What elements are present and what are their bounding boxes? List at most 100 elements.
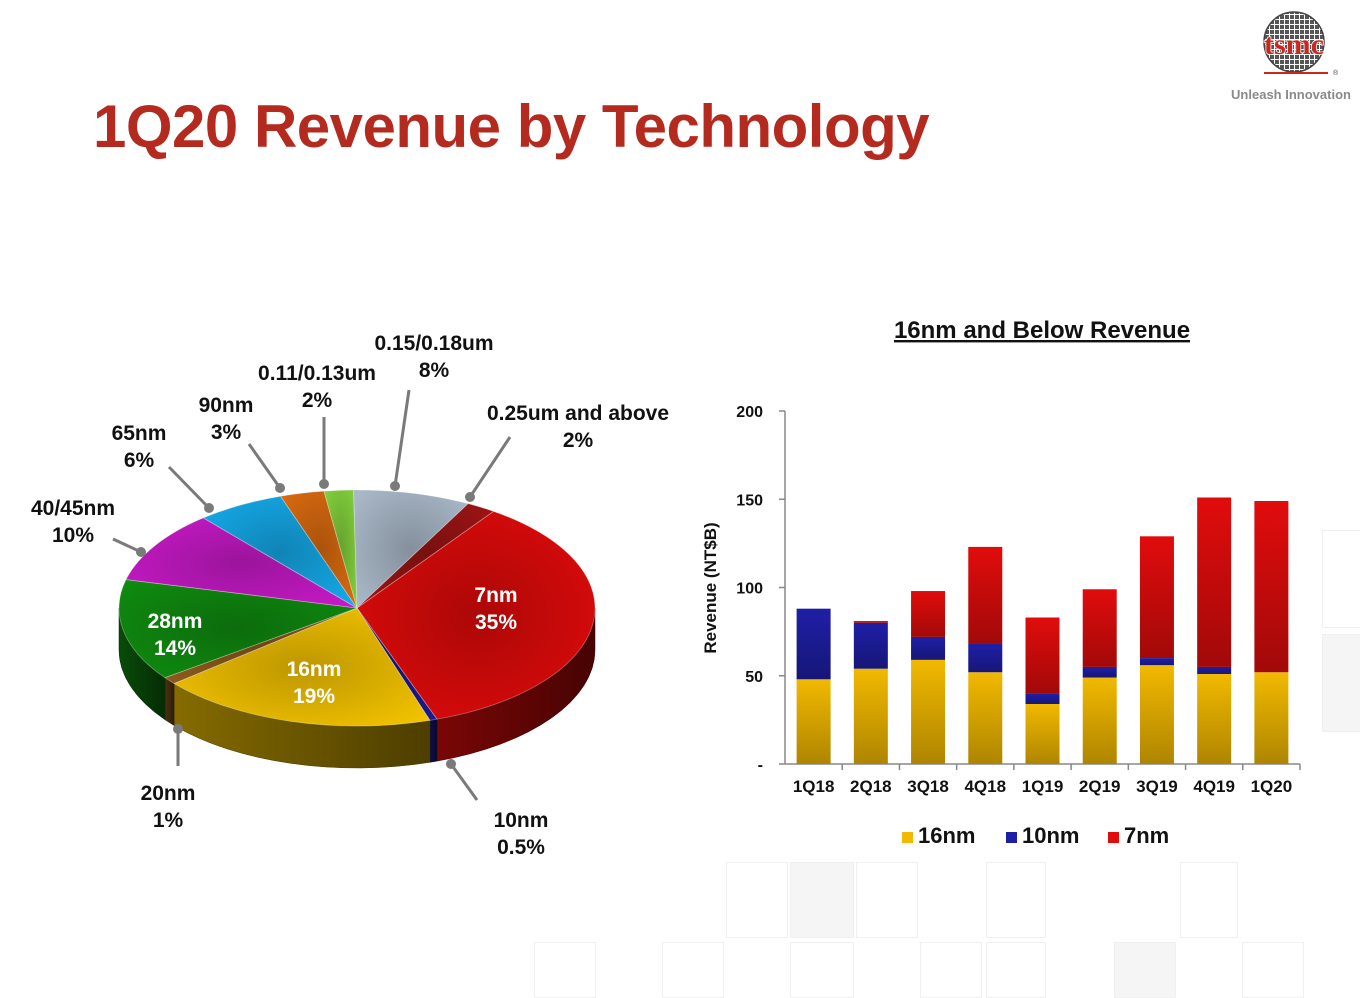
bar-segment-7nm-2Q18 (853, 621, 888, 623)
pie-slice-0.15/0.18um (353, 489, 469, 609)
background-square (920, 942, 982, 998)
x-tick-label: 1Q19 (1022, 777, 1064, 796)
y-tick-label: - (758, 757, 763, 774)
pie-slice-0.11/0.13um (323, 489, 358, 609)
pie-label-name: 0.11/0.13um (258, 362, 376, 385)
pie-leader-dot (275, 483, 285, 493)
pie-label-name: 20nm (141, 782, 196, 805)
x-tick-label: 3Q19 (1136, 777, 1178, 796)
pie-label-value: 19% (293, 685, 335, 708)
bar-segment-10nm-2Q19 (1082, 666, 1117, 678)
logo-tagline: Unleash Innovation (1231, 87, 1351, 102)
pie-label-value: 10% (52, 524, 94, 547)
pie-leader-line (449, 763, 479, 801)
pie-label-value: 35% (475, 611, 517, 634)
bar-chart-legend: 16nm 10nm 7nm (902, 823, 1169, 848)
background-square (662, 942, 724, 998)
pie-label-name: 90nm (199, 394, 254, 417)
bar-segment-16nm-4Q19 (1197, 673, 1232, 764)
bar-segment-10nm-4Q19 (1197, 666, 1232, 674)
bar-segment-10nm-3Q18 (911, 636, 946, 660)
pie-label-value: 6% (124, 449, 155, 472)
legend-label: 7nm (1124, 823, 1169, 848)
pie-label-name: 0.25um and above (487, 402, 669, 425)
bar-segment-16nm-2Q18 (853, 668, 888, 764)
x-tick-label: 1Q20 (1251, 777, 1293, 796)
x-tick-label: 1Q18 (793, 777, 835, 796)
pie-leader-dot (465, 492, 475, 502)
y-tick-label: 50 (745, 669, 763, 686)
pie-leader-dot (446, 759, 456, 769)
logo-registered-mark: ® (1333, 69, 1339, 77)
x-tick-label: 4Q19 (1193, 777, 1235, 796)
bar-segment-7nm-4Q18 (968, 546, 1003, 644)
x-tick-label: 3Q18 (907, 777, 949, 796)
bar-segment-16nm-3Q19 (1139, 665, 1174, 764)
background-square (1322, 530, 1360, 628)
bar-chart-title: 16nm and Below Revenue (894, 317, 1190, 344)
legend-label: 10nm (1022, 823, 1079, 848)
pie-side-walls (118, 607, 596, 769)
legend-swatch-7nm (1108, 832, 1119, 843)
pie-label-value: 0.5% (497, 836, 545, 859)
logo-text: tsmc (1264, 28, 1324, 61)
pie-leader-line (393, 389, 411, 487)
background-square (1242, 942, 1304, 998)
x-tick-label: 4Q18 (964, 777, 1006, 796)
pie-leader-dot (136, 547, 146, 557)
pie-slice-10nm (356, 607, 438, 721)
bar-segment-10nm-4Q18 (968, 643, 1003, 673)
pie-leader-dot (173, 724, 183, 734)
background-square (1180, 862, 1238, 938)
pie-slice-0.25um and above (356, 503, 495, 609)
pie-label-value: 1% (153, 809, 184, 832)
pie-leader-dot (319, 479, 329, 489)
y-tick-label: 150 (736, 492, 763, 509)
bar-segment-16nm-3Q18 (911, 659, 946, 764)
pie-label-name: 10nm (494, 809, 549, 832)
bar-segment-7nm-2Q19 (1082, 589, 1117, 667)
pie-slice-40/45nm (125, 517, 358, 609)
pie-leader-line (167, 465, 211, 510)
tsmc-logo: tsmc ® (1263, 11, 1339, 77)
pie-slice-20nm (164, 607, 358, 684)
pie-leader-line (247, 443, 282, 489)
bar-segment-10nm-2Q18 (853, 622, 888, 669)
pie-label-value: 3% (211, 421, 242, 444)
x-tick-label: 2Q18 (850, 777, 892, 796)
pie-label-value: 8% (419, 359, 450, 382)
pie-side-28nm (118, 607, 166, 721)
bar-segment-16nm-1Q18 (796, 679, 831, 764)
pie-slice-16nm (173, 607, 431, 727)
background-square (790, 862, 854, 938)
pie-leader-dot (390, 481, 400, 491)
bar-segment-16nm-4Q18 (968, 672, 1003, 764)
x-tick-label: 2Q19 (1079, 777, 1121, 796)
legend-swatch-16nm (902, 832, 913, 843)
pie-label-name: 16nm (287, 658, 342, 681)
page-title: 1Q20 Revenue by Technology (93, 93, 930, 160)
bar-segment-16nm-1Q20 (1254, 672, 1289, 764)
y-tick-label: 200 (736, 404, 763, 421)
background-square (1114, 942, 1176, 998)
legend-swatch-10nm (1006, 832, 1017, 843)
background-square (726, 862, 788, 938)
bar-segment-16nm-2Q19 (1082, 677, 1117, 764)
bar-segment-7nm-1Q19 (1025, 617, 1060, 694)
background-square (986, 942, 1046, 998)
pie-slices (118, 489, 596, 727)
bar-segment-7nm-3Q19 (1139, 536, 1174, 659)
pie-slice-65nm (202, 495, 358, 609)
bar-segment-10nm-3Q19 (1139, 658, 1174, 666)
pie-side-10nm (429, 718, 438, 763)
technology-pie-chart: 7nm 35% 10nm 0.5% 16nm 19% 20nm 1% 28nm 14% 40/45n… (31, 332, 669, 859)
pie-side-20nm (164, 677, 175, 726)
bar-segment-10nm-1Q19 (1025, 693, 1060, 704)
pie-leader-line (468, 436, 512, 498)
pie-label-name: 7nm (474, 584, 517, 607)
pie-label-name: 28nm (148, 610, 203, 633)
pie-label-value: 2% (563, 429, 594, 452)
legend-label: 16nm (918, 823, 975, 848)
pie-label-name: 0.15/0.18um (374, 332, 493, 355)
pie-slice-90nm (279, 490, 358, 609)
